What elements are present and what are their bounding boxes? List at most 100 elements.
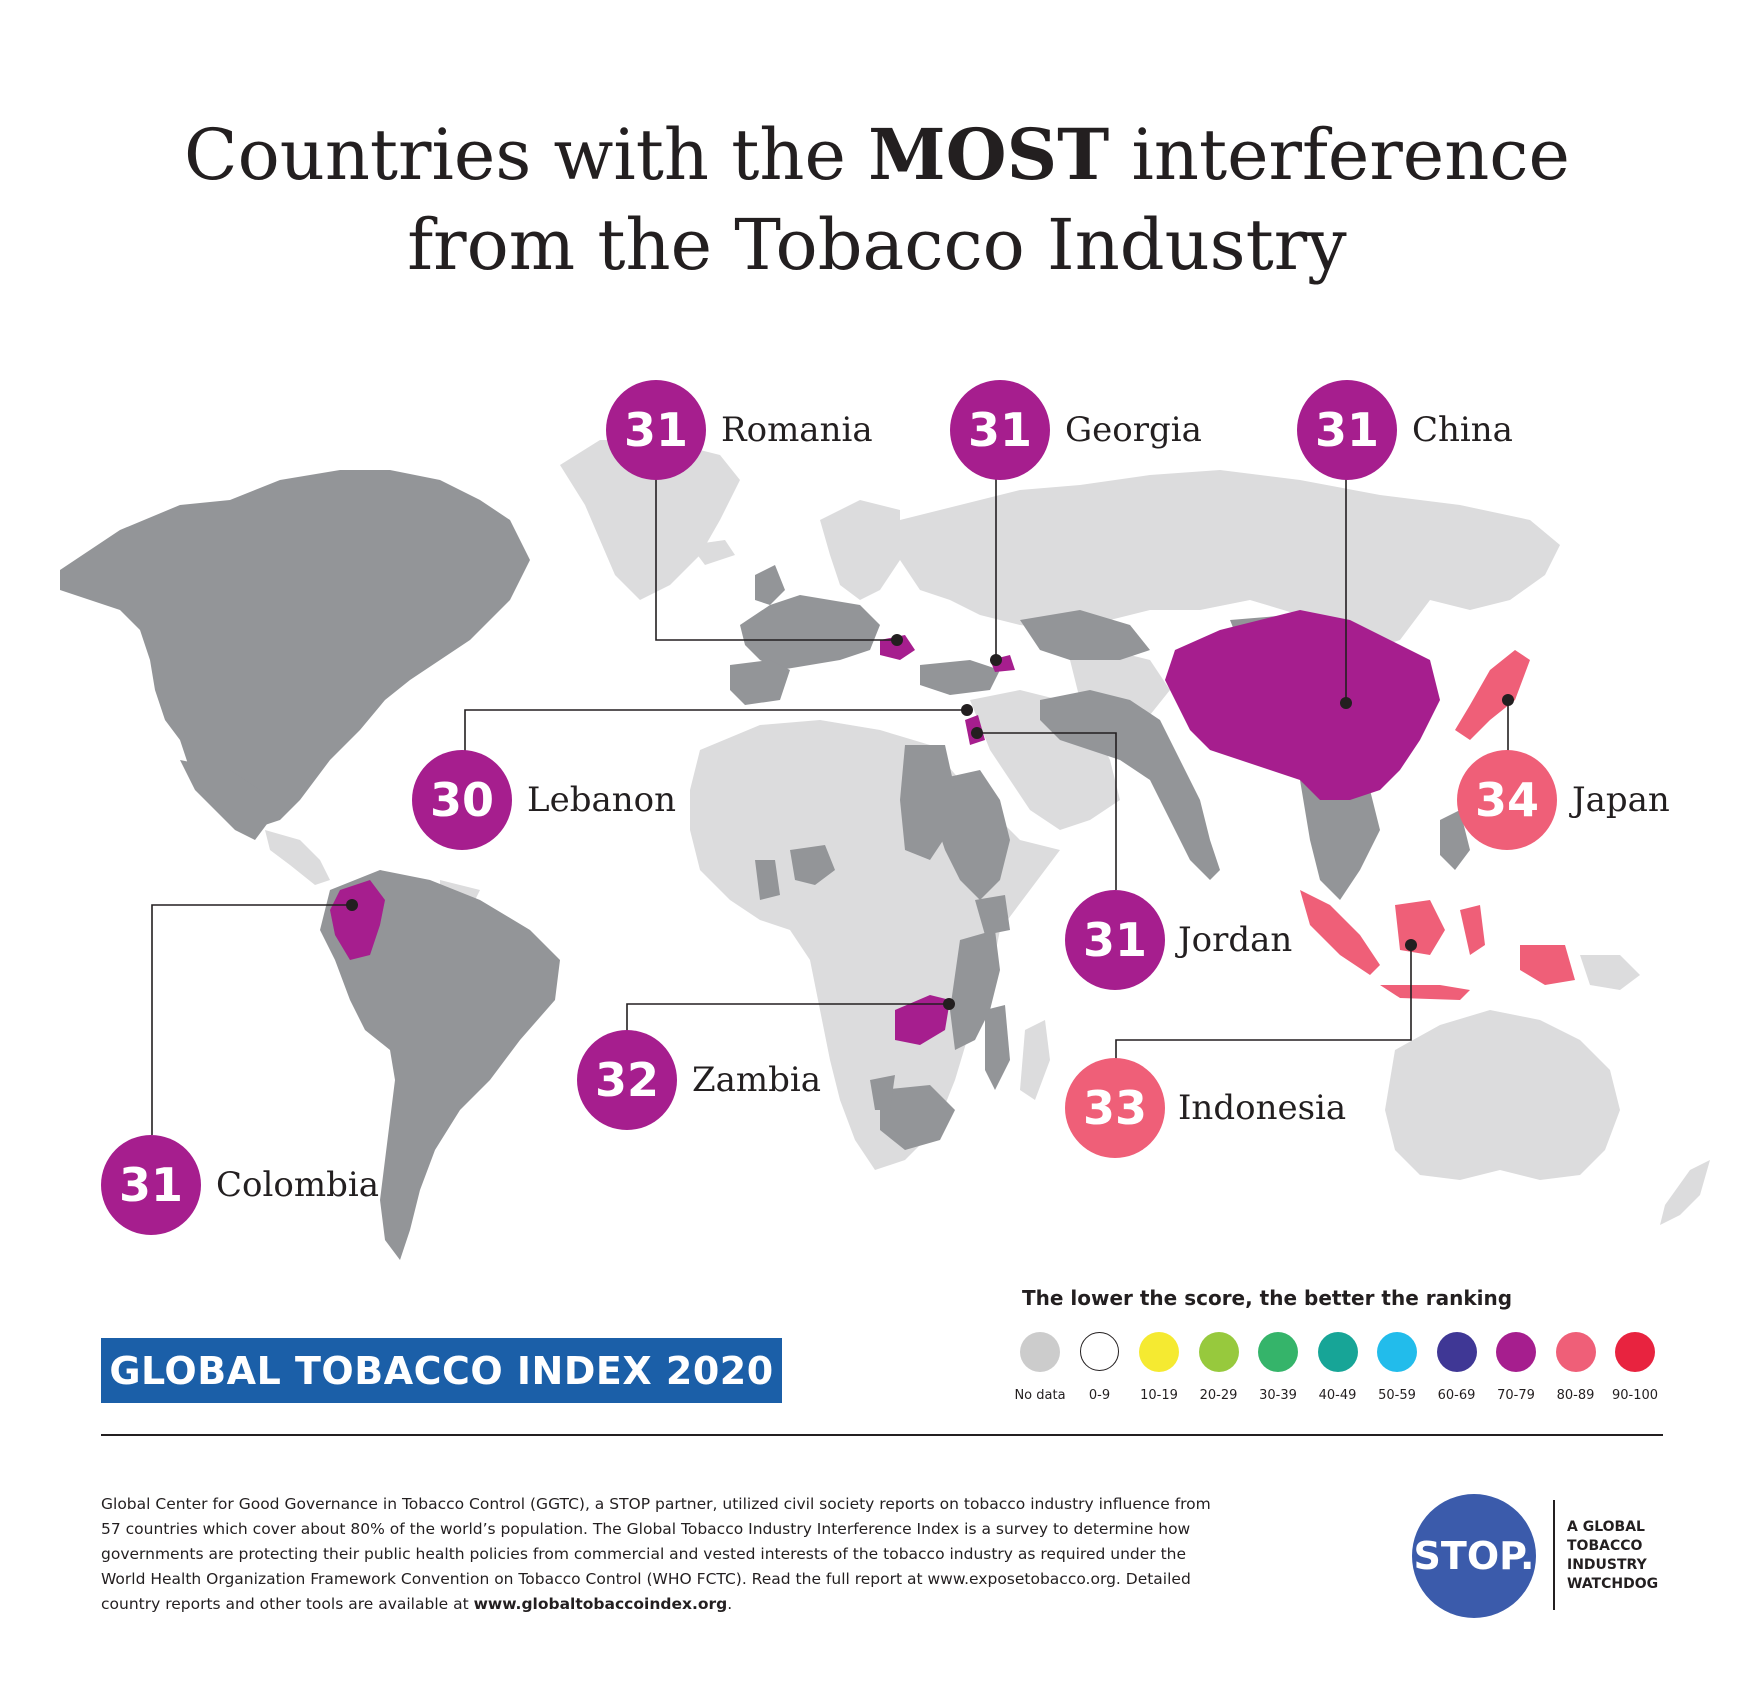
legend-label: 50-59 [1378, 1388, 1416, 1403]
south-africa [880, 1085, 955, 1150]
egypt-sudan [900, 745, 955, 860]
legend-label: 60-69 [1437, 1388, 1476, 1403]
colombia-dot [346, 899, 358, 911]
romania-shape [880, 635, 915, 660]
jordan-label: Jordan [1178, 920, 1293, 960]
legend-swatch [1139, 1332, 1179, 1372]
central-america [265, 830, 330, 885]
china-label: China [1412, 410, 1513, 450]
logo-divider [1553, 1500, 1555, 1610]
romania-label: Romania [721, 410, 873, 450]
colombia-score-bubble: 31 [101, 1135, 201, 1235]
legend-label: 0-9 [1088, 1388, 1111, 1403]
title-line-2: from the Tobacco Industry [407, 204, 1347, 286]
japan-score-bubble: 34 [1457, 750, 1557, 850]
lebanon-dot [961, 704, 973, 716]
legend-swatch [1020, 1332, 1060, 1372]
colombia-shape [330, 880, 385, 960]
score-80-89-regions [1300, 650, 1575, 1000]
romania-dot [891, 634, 903, 646]
legend-label: No data [1014, 1388, 1066, 1403]
north-america [60, 470, 530, 830]
legend-swatch [1436, 1332, 1477, 1372]
uk [755, 565, 785, 605]
indonesia-papua [1520, 945, 1575, 985]
china-shape [1165, 610, 1440, 800]
legend-label: 20-29 [1199, 1388, 1238, 1403]
lebanon-score-bubble: 30 [412, 750, 512, 850]
japan-shape [1455, 650, 1530, 740]
zambia-label: Zambia [692, 1060, 822, 1100]
mozambique [985, 1005, 1010, 1090]
romania-score-bubble: 31 [606, 380, 706, 480]
iceland [690, 540, 735, 565]
footer-link[interactable]: www.globaltobaccoindex.org [473, 1595, 728, 1613]
mexico [180, 760, 270, 840]
indonesia-label: Indonesia [1178, 1088, 1347, 1128]
legend-swatch [1198, 1332, 1239, 1372]
georgia-label: Georgia [1065, 410, 1202, 450]
australia [1385, 1010, 1620, 1180]
south-asia [1040, 690, 1220, 880]
indonesia-borneo [1395, 900, 1445, 955]
jordan-score-bubble: 31 [1065, 890, 1165, 990]
madagascar [1020, 1020, 1050, 1100]
zambia-dot [943, 998, 955, 1010]
china-dot [1340, 697, 1352, 709]
legend-swatch [1079, 1332, 1119, 1371]
legend-swatch [1377, 1332, 1417, 1372]
indonesia-sumatra [1300, 890, 1380, 975]
namibia [870, 1075, 895, 1110]
russia [900, 470, 1560, 650]
japan-dot [1502, 694, 1514, 706]
indonesia-java [1380, 985, 1470, 1000]
lebanon-label: Lebanon [527, 780, 676, 820]
kazakhstan [1020, 610, 1150, 660]
scandinavia [820, 500, 900, 600]
western-europe [740, 595, 880, 670]
zambia-shape [895, 995, 950, 1045]
tanzania-moz [950, 930, 1000, 1050]
no-data-regions [265, 440, 1710, 1225]
romania-connector [655, 425, 897, 641]
new-zealand [1660, 1160, 1710, 1225]
indonesia-dot [1405, 939, 1417, 951]
iberia [730, 660, 790, 705]
legend-swatch [1258, 1332, 1298, 1372]
jordan-dot [971, 727, 983, 739]
legend-label: 40-49 [1318, 1388, 1357, 1403]
legend-swatch [1496, 1332, 1536, 1372]
connector-lines [151, 425, 1509, 1135]
colombia-connector [151, 904, 352, 1135]
turkey [920, 660, 1000, 695]
legend-swatch [1555, 1332, 1596, 1372]
legend-label: 10-19 [1140, 1388, 1178, 1403]
east-africa [935, 770, 1010, 900]
connector-dots [346, 634, 1514, 1010]
japan-label: Japan [1572, 780, 1670, 820]
west-africa [755, 860, 780, 900]
colombia-label: Colombia [216, 1165, 379, 1205]
georgia-score-bubble: 31 [950, 380, 1050, 480]
legend-swatch [1615, 1332, 1655, 1372]
legend-label: 30-39 [1259, 1388, 1297, 1403]
jordan-connector [977, 732, 1117, 890]
footer-text: Global Center for Good Governance in Tob… [101, 1495, 1211, 1613]
legend-swatch [1317, 1332, 1358, 1372]
title-emphasis: MOST [868, 113, 1110, 196]
indonesia-score-bubble: 33 [1065, 1058, 1165, 1158]
legend-label: 80-89 [1556, 1388, 1595, 1403]
southeast-asia [1300, 770, 1380, 900]
south-america [320, 870, 560, 1260]
stop-logo: STOP. [1412, 1494, 1536, 1618]
china-score-bubble: 31 [1297, 380, 1397, 480]
philippines [1440, 810, 1470, 870]
georgia-dot [990, 654, 1002, 666]
legend-title: The lower the score, the better the rank… [1022, 1286, 1513, 1310]
score-70-79-regions [330, 610, 1440, 1045]
zambia-score-bubble: 32 [577, 1030, 677, 1130]
indonesia-sulawesi [1460, 905, 1485, 955]
legend-label: 70-79 [1497, 1388, 1535, 1403]
